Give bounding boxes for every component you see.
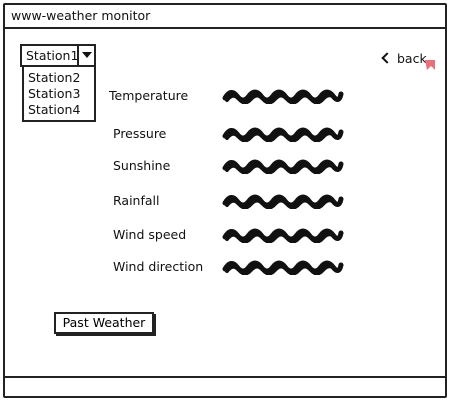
past-weather-button[interactable]: Past Weather (54, 312, 154, 334)
cursor-icon (425, 60, 435, 70)
station-options-list: Station2 Station3 Station4 (22, 67, 96, 122)
redacted-value-temperature (222, 89, 344, 104)
station-select[interactable]: Station1 (20, 44, 96, 67)
station-option[interactable]: Station2 (28, 70, 81, 85)
back-label: back (397, 51, 427, 66)
title-bar: www-weather monitor (5, 5, 445, 29)
reading-label-sunshine: Sunshine (113, 158, 171, 173)
reading-label-temperature: Temperature (109, 88, 189, 103)
chevron-down-icon (82, 52, 92, 58)
reading-label-wind-speed: Wind speed (113, 227, 187, 242)
reading-label-pressure: Pressure (113, 126, 167, 141)
redacted-value-rainfall (222, 194, 344, 209)
station-option[interactable]: Station4 (28, 102, 81, 117)
reading-label-wind-direction: Wind direction (113, 259, 204, 274)
reading-label-rainfall: Rainfall (113, 193, 160, 208)
window-title: www-weather monitor (11, 8, 151, 23)
station-select-toggle[interactable] (77, 46, 94, 65)
station-select-value: Station1 (26, 48, 79, 63)
redacted-value-sunshine (222, 159, 344, 174)
redacted-value-wind-direction (222, 260, 344, 275)
station-option[interactable]: Station3 (28, 86, 81, 101)
redacted-value-wind-speed (222, 228, 344, 243)
status-bar (5, 376, 445, 396)
redacted-value-pressure (222, 127, 344, 142)
